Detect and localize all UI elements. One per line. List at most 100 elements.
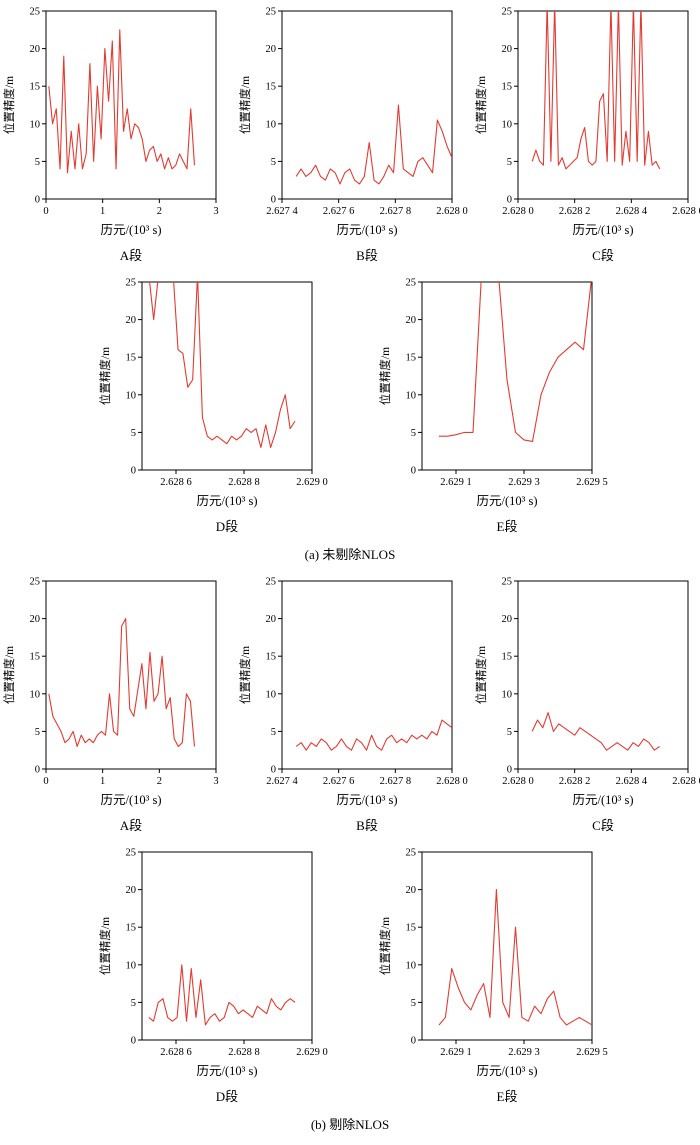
svg-text:10: 10 bbox=[126, 960, 137, 971]
svg-text:10: 10 bbox=[266, 119, 277, 130]
svg-text:位置精度/m: 位置精度/m bbox=[2, 646, 16, 704]
svg-text:2.627 4: 2.627 4 bbox=[266, 206, 298, 217]
svg-text:2.628 8: 2.628 8 bbox=[228, 477, 260, 488]
svg-text:2.628 2: 2.628 2 bbox=[559, 206, 591, 217]
svg-text:0: 0 bbox=[507, 765, 512, 776]
group-a-row-2: 0 5 10 15 20 25 2.628 6 2.628 8 2.629 0 位置精度/m 历元… bbox=[0, 274, 700, 535]
svg-text:2.628 6: 2.628 6 bbox=[160, 477, 192, 488]
svg-text:5: 5 bbox=[271, 727, 276, 738]
svg-text:20: 20 bbox=[30, 44, 41, 55]
chart-a-A: 0 5 10 15 20 25 0 1 2 3 位置精度/m 历元/(10³ s) A段 bbox=[2, 3, 226, 264]
group-a-nlos-kept: 0 5 10 15 20 25 0 1 2 3 位置精度/m 历元/(10³ s) A段 0 5 10 1… bbox=[0, 3, 700, 563]
svg-text:位置精度/m: 位置精度/m bbox=[238, 646, 252, 704]
svg-text:10: 10 bbox=[30, 119, 41, 130]
chart-b-E: 0 5 10 15 20 25 2.629 1 2.629 3 2.629 5 位置精度/m 历元… bbox=[378, 844, 608, 1105]
svg-text:0: 0 bbox=[411, 466, 416, 477]
segment-label-a-E: E段 bbox=[496, 519, 518, 534]
svg-text:15: 15 bbox=[266, 652, 277, 663]
line-plot-a-E: 0 5 10 15 20 25 2.629 1 2.629 3 2.629 5 位置精度/m bbox=[378, 278, 608, 489]
segment-label-a-D: D段 bbox=[215, 519, 239, 534]
svg-text:位置精度/m: 位置精度/m bbox=[474, 76, 488, 134]
line-plot-a-C: 0 5 10 15 20 25 2.628 0 2.628 2 2.628 4 2.628 6 位置… bbox=[474, 7, 700, 218]
svg-text:2.628 4: 2.628 4 bbox=[616, 776, 648, 787]
x-axis-title: 历元/(10³ s) bbox=[476, 1064, 538, 1078]
svg-text:2.627 8: 2.627 8 bbox=[380, 206, 412, 217]
svg-text:2.628 6: 2.628 6 bbox=[160, 1047, 192, 1058]
svg-text:25: 25 bbox=[502, 7, 513, 18]
svg-text:位置精度/m: 位置精度/m bbox=[2, 76, 16, 134]
svg-text:25: 25 bbox=[126, 278, 137, 289]
svg-text:2.627 6: 2.627 6 bbox=[323, 206, 355, 217]
svg-text:位置精度/m: 位置精度/m bbox=[98, 347, 112, 405]
x-axis-title: 历元/(10³ s) bbox=[336, 223, 398, 237]
chart-a-E: 0 5 10 15 20 25 2.629 1 2.629 3 2.629 5 位置精度/m 历元… bbox=[378, 274, 608, 535]
svg-text:2.629 0: 2.629 0 bbox=[296, 477, 328, 488]
svg-text:2.628 0: 2.628 0 bbox=[436, 206, 468, 217]
segment-label-b-B: B段 bbox=[356, 818, 378, 833]
chart-a-C: 0 5 10 15 20 25 2.628 0 2.628 2 2.628 4 2.628 6 位置… bbox=[474, 3, 700, 264]
svg-text:0: 0 bbox=[35, 195, 40, 206]
group-b-row-2: 0 5 10 15 20 25 2.628 6 2.628 8 2.629 0 位置精度/m 历元… bbox=[0, 844, 700, 1105]
line-plot-a-D: 0 5 10 15 20 25 2.628 6 2.628 8 2.629 0 位置精度/m bbox=[98, 278, 328, 489]
segment-label-a-B: B段 bbox=[356, 248, 378, 263]
svg-text:位置精度/m: 位置精度/m bbox=[378, 917, 392, 975]
svg-text:0: 0 bbox=[43, 206, 48, 217]
svg-text:2.627 6: 2.627 6 bbox=[323, 776, 355, 787]
segment-label-b-E: E段 bbox=[496, 1089, 518, 1104]
svg-text:2.628 0: 2.628 0 bbox=[502, 206, 534, 217]
svg-text:15: 15 bbox=[502, 652, 513, 663]
svg-text:0: 0 bbox=[131, 466, 136, 477]
svg-text:10: 10 bbox=[126, 390, 137, 401]
x-axis-title: 历元/(10³ s) bbox=[196, 494, 258, 508]
svg-text:25: 25 bbox=[502, 577, 513, 588]
svg-text:2.628 6: 2.628 6 bbox=[672, 776, 700, 787]
svg-text:5: 5 bbox=[411, 428, 416, 439]
svg-text:2.629 1: 2.629 1 bbox=[440, 477, 472, 488]
svg-text:1: 1 bbox=[100, 776, 105, 787]
svg-text:5: 5 bbox=[35, 727, 40, 738]
svg-text:位置精度/m: 位置精度/m bbox=[474, 646, 488, 704]
svg-text:15: 15 bbox=[406, 353, 417, 364]
svg-text:2.629 5: 2.629 5 bbox=[576, 1047, 608, 1058]
svg-text:15: 15 bbox=[126, 353, 137, 364]
group-b-caption: (b) 剔除NLOS bbox=[310, 1117, 390, 1132]
svg-text:位置精度/m: 位置精度/m bbox=[238, 76, 252, 134]
svg-text:5: 5 bbox=[131, 428, 136, 439]
x-axis-title: 历元/(10³ s) bbox=[572, 793, 634, 807]
x-axis-title: 历元/(10³ s) bbox=[100, 793, 162, 807]
chart-a-B: 0 5 10 15 20 25 2.627 4 2.627 6 2.627 8 2.628 0 位置… bbox=[238, 3, 468, 264]
line-plot-a-A: 0 5 10 15 20 25 0 1 2 3 位置精度/m bbox=[2, 7, 219, 218]
svg-text:15: 15 bbox=[30, 82, 41, 93]
svg-text:5: 5 bbox=[131, 998, 136, 1009]
svg-text:2.629 3: 2.629 3 bbox=[508, 477, 540, 488]
svg-text:2.629 1: 2.629 1 bbox=[440, 1047, 472, 1058]
svg-text:2.629 5: 2.629 5 bbox=[576, 477, 608, 488]
x-axis-title: 历元/(10³ s) bbox=[336, 793, 398, 807]
line-plot-a-B: 0 5 10 15 20 25 2.627 4 2.627 6 2.627 8 2.628 0 位置… bbox=[238, 7, 468, 218]
svg-text:2.628 0: 2.628 0 bbox=[436, 776, 468, 787]
svg-text:25: 25 bbox=[126, 848, 137, 859]
svg-text:0: 0 bbox=[35, 765, 40, 776]
svg-text:2: 2 bbox=[157, 206, 162, 217]
svg-text:1: 1 bbox=[100, 206, 105, 217]
line-plot-b-E: 0 5 10 15 20 25 2.629 1 2.629 3 2.629 5 位置精度/m bbox=[378, 848, 608, 1059]
svg-text:20: 20 bbox=[30, 614, 41, 625]
svg-text:25: 25 bbox=[30, 577, 41, 588]
svg-text:15: 15 bbox=[502, 82, 513, 93]
x-axis-title: 历元/(10³ s) bbox=[476, 494, 538, 508]
svg-text:0: 0 bbox=[271, 195, 276, 206]
svg-text:25: 25 bbox=[266, 7, 277, 18]
svg-text:5: 5 bbox=[507, 727, 512, 738]
svg-text:10: 10 bbox=[502, 119, 513, 130]
svg-text:25: 25 bbox=[406, 848, 417, 859]
svg-text:20: 20 bbox=[502, 614, 513, 625]
svg-text:0: 0 bbox=[507, 195, 512, 206]
svg-text:位置精度/m: 位置精度/m bbox=[98, 917, 112, 975]
svg-text:20: 20 bbox=[266, 44, 277, 55]
svg-text:3: 3 bbox=[213, 776, 218, 787]
svg-text:15: 15 bbox=[30, 652, 41, 663]
svg-text:20: 20 bbox=[126, 315, 137, 326]
svg-text:20: 20 bbox=[126, 885, 137, 896]
svg-text:2.628 2: 2.628 2 bbox=[559, 776, 591, 787]
